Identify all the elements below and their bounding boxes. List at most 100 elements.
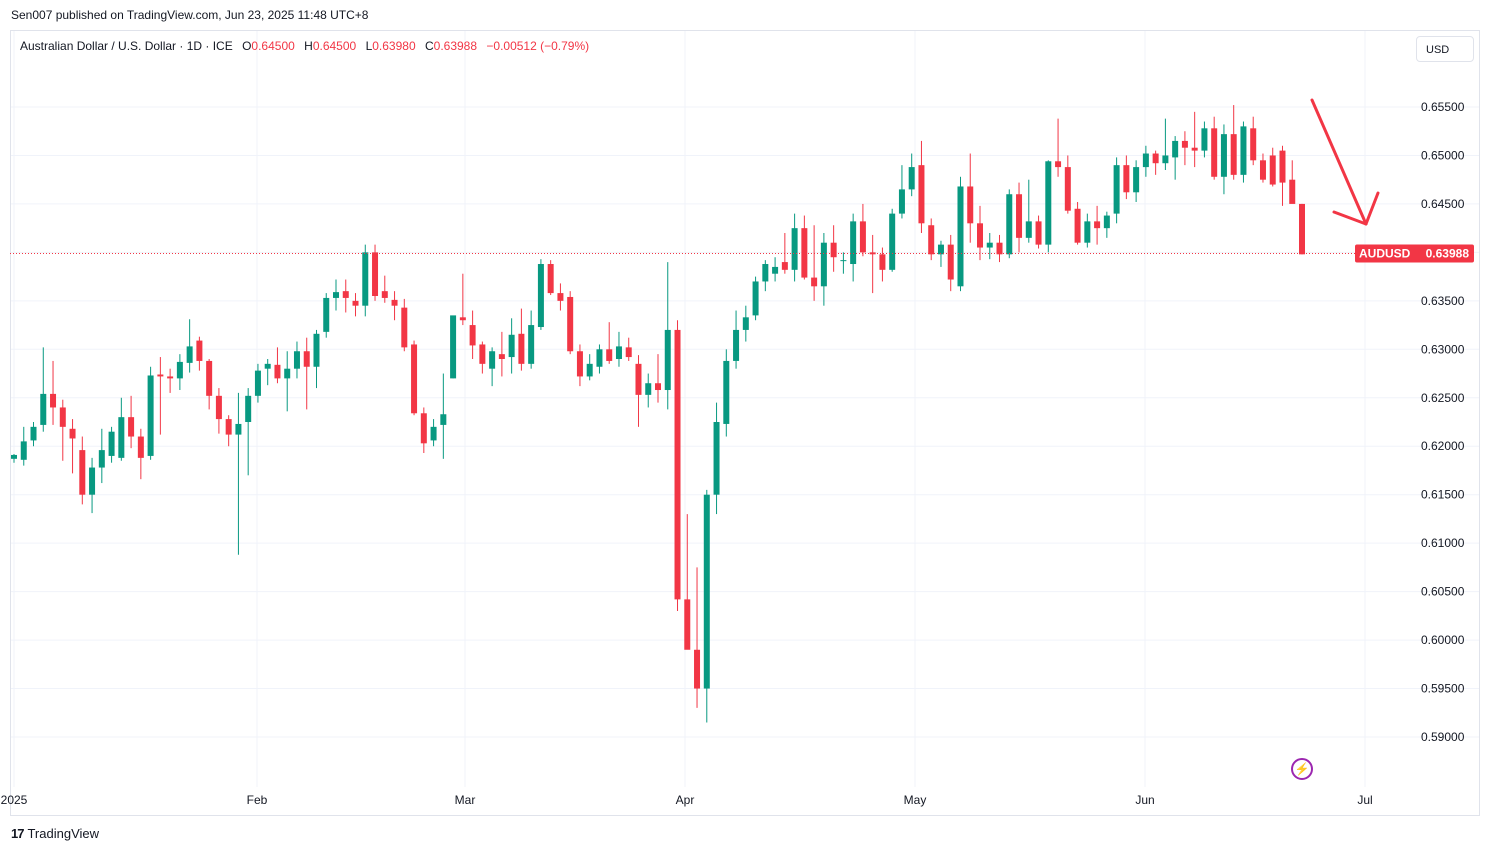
candle [1220, 124, 1227, 195]
candle-body [274, 364, 281, 379]
candle-body [674, 329, 681, 600]
candle-body [772, 266, 779, 274]
candle-body [411, 344, 418, 414]
candle-body [342, 291, 349, 298]
candle-body [128, 417, 135, 437]
candle [518, 308, 525, 371]
candle-body [723, 360, 730, 424]
candle-body [1299, 203, 1305, 255]
currency-button[interactable]: USD [1416, 36, 1474, 62]
x-tick-label: Feb [247, 793, 268, 807]
candle-body [518, 333, 525, 364]
y-tick-label: 0.59500 [1421, 682, 1465, 696]
candle-body [957, 186, 964, 287]
x-tick-label: May [904, 793, 927, 807]
candle-body [206, 360, 213, 396]
candle [1142, 145, 1149, 177]
candle-body [469, 325, 476, 346]
candle-body [215, 395, 222, 420]
candle-body [79, 450, 86, 495]
candle-body [684, 599, 691, 650]
candle [986, 233, 993, 260]
candle-body [11, 454, 17, 459]
candle [996, 234, 1003, 263]
candle [430, 419, 437, 447]
candle [889, 208, 896, 272]
candle-body [50, 393, 57, 408]
candle [98, 428, 105, 484]
candle [1123, 155, 1130, 200]
candle [674, 320, 681, 611]
candle [528, 310, 535, 369]
candle-body [1055, 161, 1062, 168]
price-axis: 0.59000 0.59500 0.60000 0.60500 0.61000 0.615… [1421, 100, 1465, 744]
candle-body [1220, 134, 1227, 177]
symbol-description[interactable]: Australian Dollar / U.S. Dollar · 1D · I… [20, 39, 233, 53]
candle-body [1152, 153, 1159, 164]
candle-body [1006, 194, 1013, 255]
candle-body [996, 242, 1003, 255]
candle-body [1094, 221, 1101, 229]
candles [11, 105, 1305, 723]
candle [108, 426, 115, 463]
candle [30, 422, 37, 447]
candle [1094, 205, 1101, 245]
candle-body [440, 414, 447, 425]
candle-body [284, 368, 291, 379]
candle-body [1211, 128, 1218, 177]
x-tick-label: Apr [676, 793, 695, 807]
candle-body [781, 262, 788, 270]
candle [664, 262, 671, 410]
y-tick-label: 0.64500 [1421, 197, 1465, 211]
candle [547, 260, 554, 296]
candle [167, 368, 174, 393]
candle-body [937, 244, 944, 255]
candle [1240, 121, 1247, 183]
candle-body [977, 223, 983, 248]
candle [206, 359, 213, 410]
published-byline: Sen007 published on TradingView.com, Jun… [11, 8, 369, 22]
candle [401, 298, 408, 352]
candle [293, 341, 300, 379]
candle-body [137, 436, 144, 458]
candle-body [1074, 208, 1081, 243]
open-value: 0.64500 [251, 39, 295, 53]
candle-body [489, 351, 496, 369]
close-label: C [424, 39, 434, 53]
candle-body [264, 363, 271, 369]
candle-body [635, 363, 642, 395]
candle-body [40, 393, 47, 425]
candle [606, 322, 613, 364]
candle [723, 349, 730, 437]
candle [225, 415, 232, 447]
price-tag-symbol: AUDUSD [1359, 247, 1411, 261]
candle [352, 293, 359, 317]
candle-body [225, 419, 232, 435]
candle-body [1142, 153, 1149, 168]
candle [537, 259, 544, 330]
candle-body [1084, 221, 1091, 243]
tradingview-brand[interactable]: 17 TradingView [11, 826, 99, 841]
lightning-icon[interactable]: ⚡ [1291, 758, 1313, 780]
candle [196, 336, 203, 371]
candle [752, 276, 759, 321]
candle-body [1162, 155, 1169, 164]
candle-body [323, 297, 330, 332]
candle-body [850, 221, 857, 265]
brand-name: TradingView [27, 826, 100, 841]
candle-body [596, 349, 603, 367]
candle [694, 567, 701, 708]
x-tick-label: 2025 [1, 793, 28, 807]
candle [1025, 179, 1032, 243]
y-tick-label: 0.65500 [1421, 100, 1465, 114]
candle-body [869, 252, 876, 255]
candle [1230, 105, 1237, 180]
candle [791, 213, 798, 282]
candle-body [830, 242, 837, 258]
candle-body [811, 277, 818, 287]
candle [1289, 160, 1296, 204]
candle-body [118, 417, 125, 458]
candle [391, 291, 398, 321]
candle-body [147, 375, 154, 456]
